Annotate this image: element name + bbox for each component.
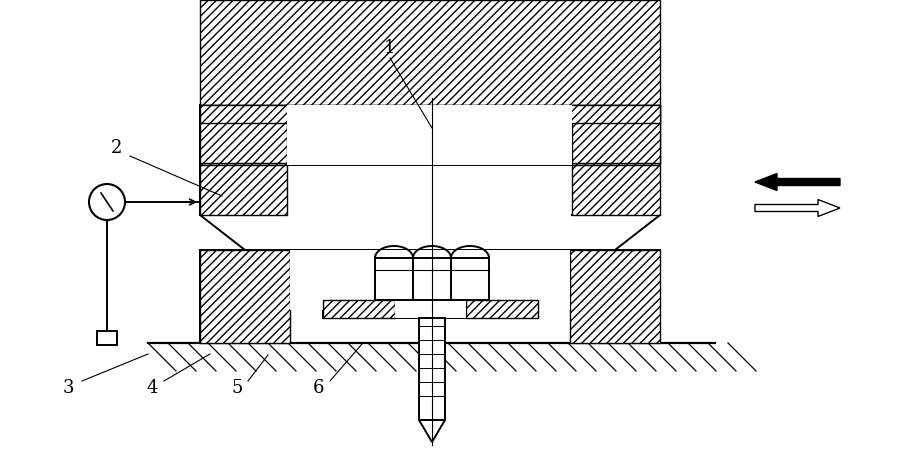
Bar bbox=[200, 105, 660, 123]
Bar bbox=[572, 165, 660, 215]
Bar bbox=[466, 300, 538, 318]
Bar bbox=[200, 105, 287, 163]
Text: 1: 1 bbox=[384, 39, 396, 57]
Bar bbox=[572, 105, 660, 163]
Bar bbox=[572, 105, 660, 165]
Bar bbox=[323, 300, 395, 318]
FancyArrow shape bbox=[755, 200, 840, 217]
Bar bbox=[287, 105, 572, 165]
Bar bbox=[200, 105, 287, 165]
Bar bbox=[290, 250, 570, 310]
Bar bbox=[375, 258, 413, 300]
Bar bbox=[413, 258, 451, 300]
Text: 5: 5 bbox=[232, 379, 242, 397]
FancyArrow shape bbox=[755, 174, 840, 191]
Polygon shape bbox=[419, 420, 445, 442]
Bar bbox=[200, 0, 660, 105]
Bar bbox=[570, 250, 660, 343]
Bar bbox=[200, 165, 287, 215]
Text: 3: 3 bbox=[62, 379, 74, 397]
Text: 2: 2 bbox=[110, 139, 122, 157]
Bar bbox=[419, 318, 445, 420]
Bar bbox=[200, 250, 290, 343]
Bar bbox=[97, 331, 117, 345]
Bar bbox=[395, 300, 466, 318]
Bar bbox=[451, 258, 489, 300]
Text: 6: 6 bbox=[313, 379, 324, 397]
Text: 4: 4 bbox=[146, 379, 158, 397]
